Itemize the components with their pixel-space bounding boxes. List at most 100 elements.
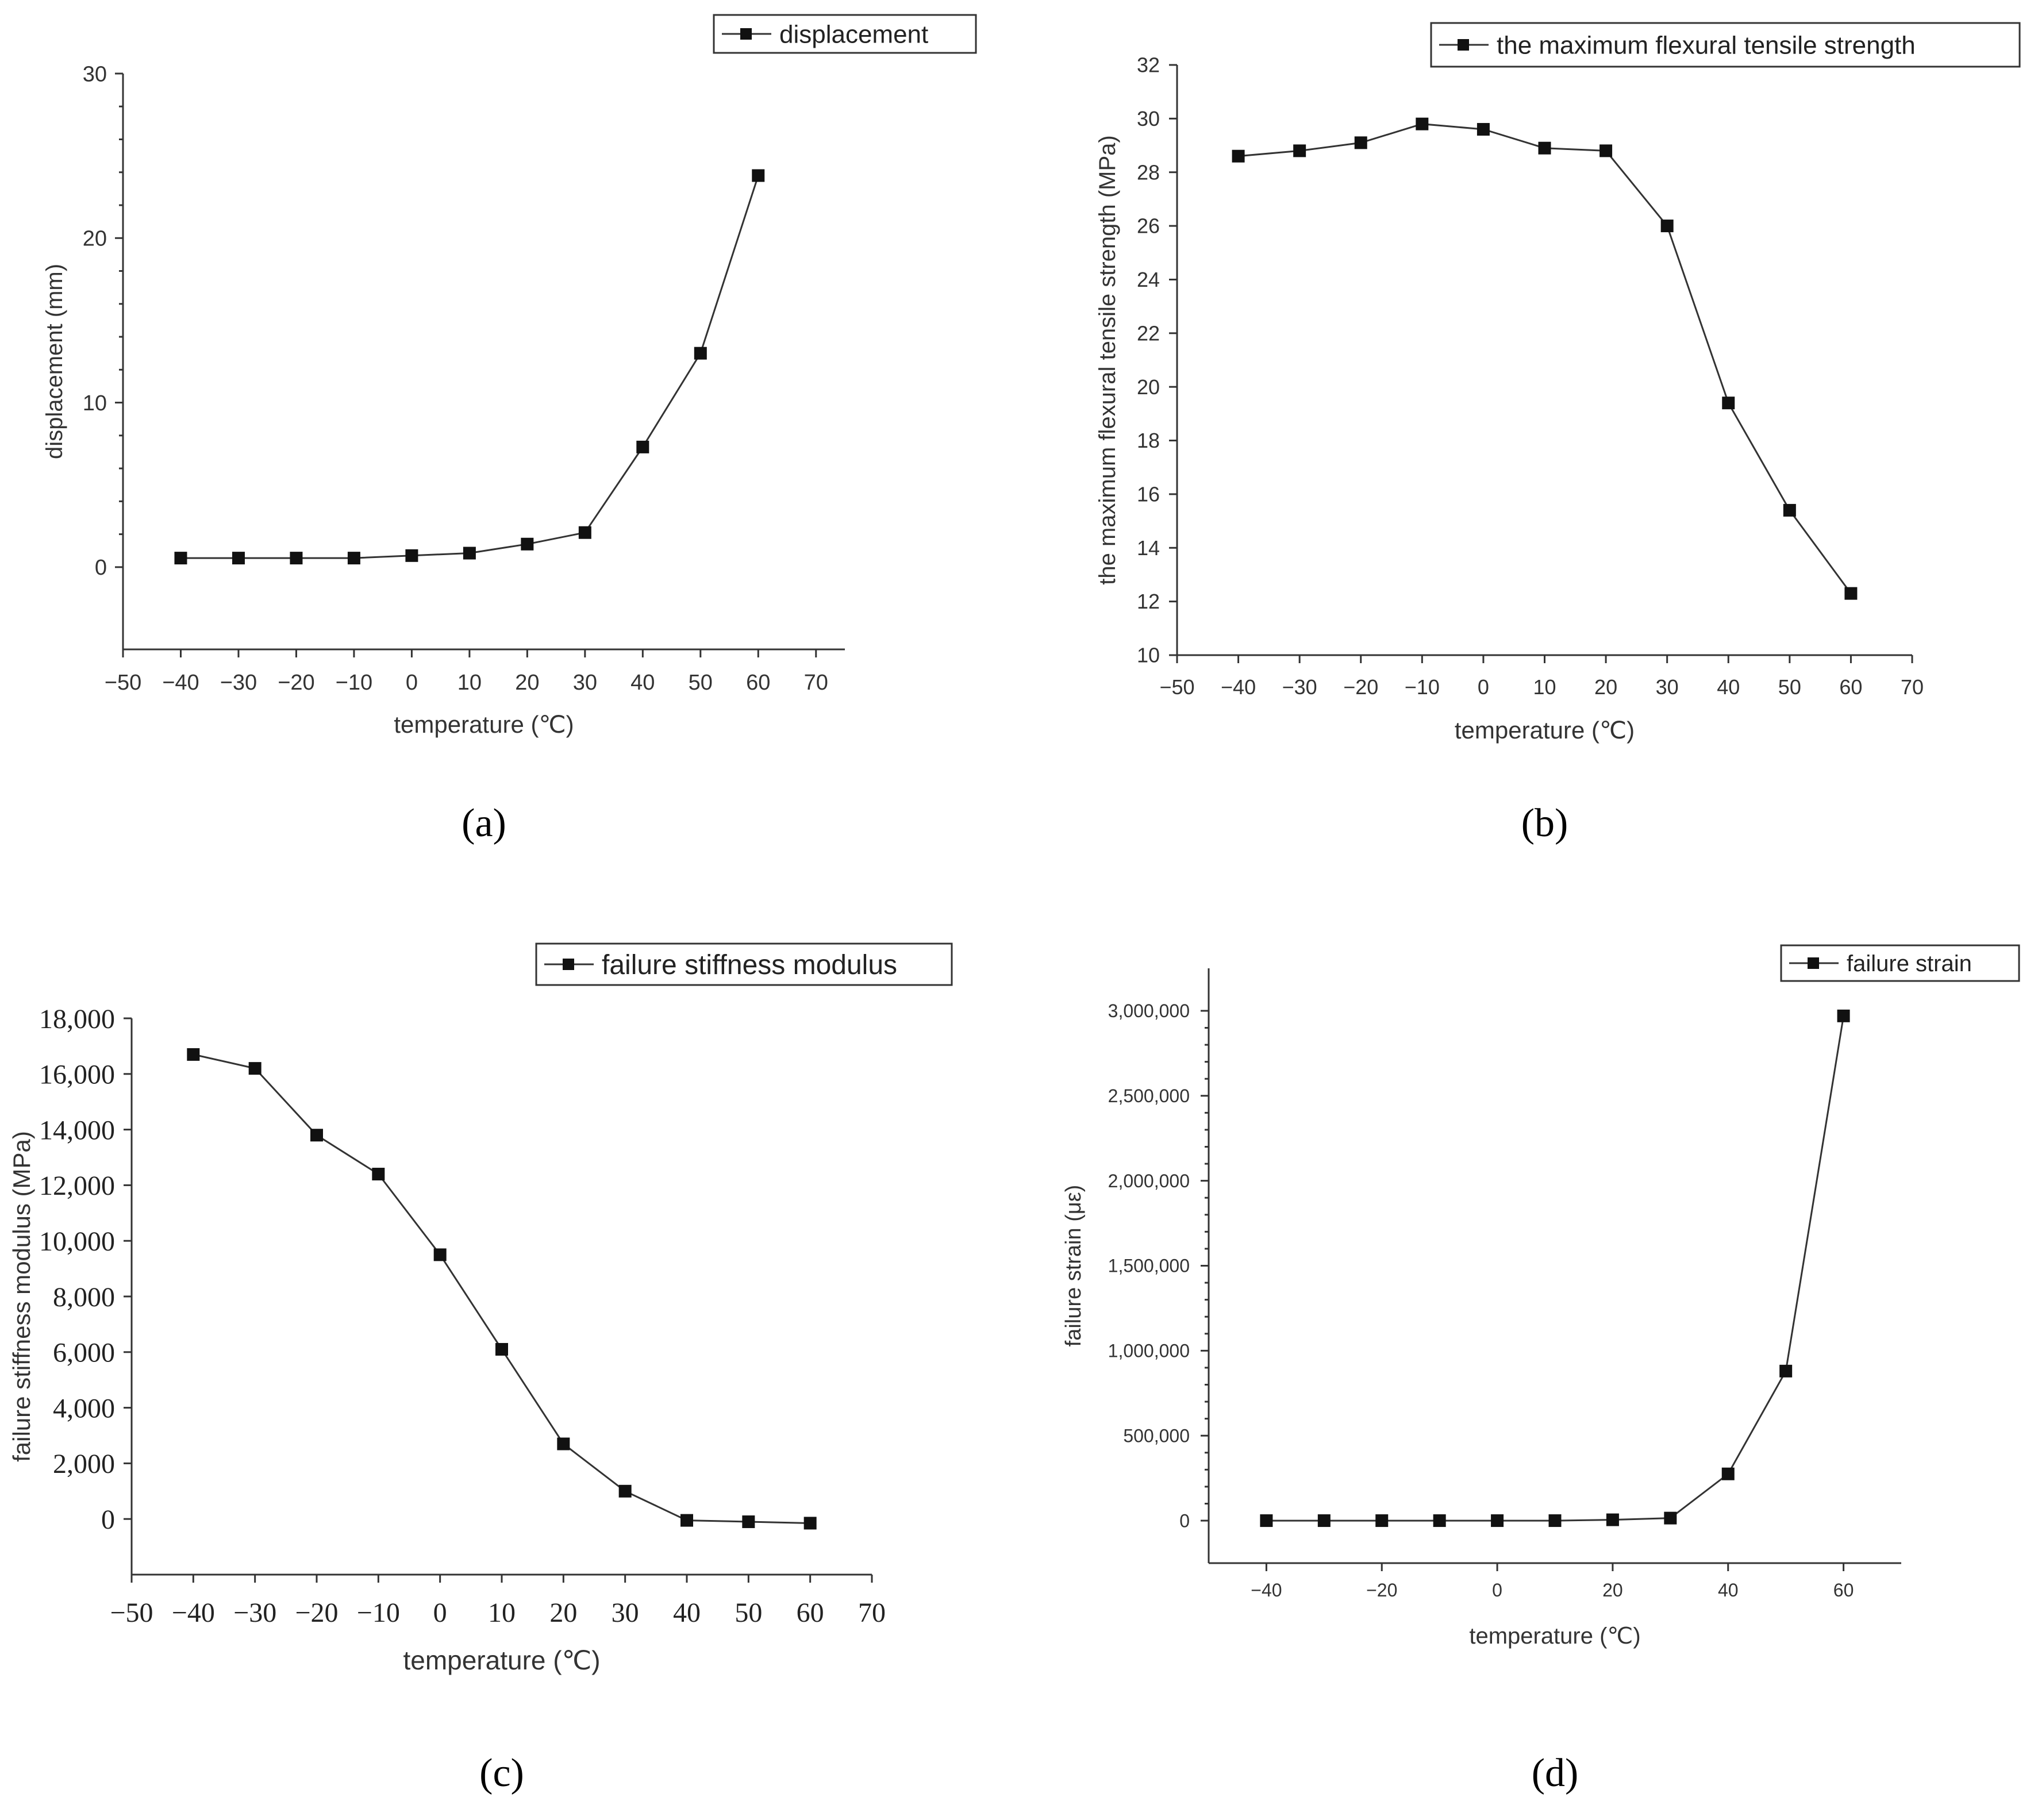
data-point <box>578 526 591 539</box>
legend-marker <box>563 959 574 970</box>
x-axis-title: temperature (℃) <box>1469 1623 1640 1649</box>
x-tick-label: 0 <box>406 671 418 695</box>
data-point <box>372 1168 385 1181</box>
data-point <box>1433 1514 1446 1527</box>
x-tick-label: −20 <box>1343 675 1378 699</box>
y-tick-label: 500,000 <box>1123 1425 1190 1446</box>
y-axis-title: failure stiffness modulus (MPa) <box>8 1131 35 1462</box>
x-tick-label: −40 <box>1251 1580 1282 1600</box>
data-point <box>187 1048 200 1061</box>
data-point <box>1779 1364 1793 1377</box>
y-tick-label: 20 <box>83 227 107 251</box>
x-tick-label: 10 <box>1533 675 1556 699</box>
data-point <box>618 1484 632 1498</box>
panel-caption: (c) <box>479 1751 524 1795</box>
y-tick-label: 20 <box>1137 375 1160 399</box>
panel-caption: (d) <box>1532 1751 1579 1795</box>
data-point <box>1477 123 1490 136</box>
x-tick-label: 20 <box>549 1598 577 1628</box>
data-point <box>557 1437 570 1450</box>
y-tick-label: 14,000 <box>39 1115 115 1145</box>
y-axis-title: failure strain (με) <box>1062 1185 1086 1347</box>
y-tick-label: 30 <box>1137 107 1160 130</box>
x-tick-label: 30 <box>612 1598 639 1628</box>
data-point <box>248 1062 262 1075</box>
data-point <box>803 1517 817 1530</box>
y-tick-label: 8,000 <box>53 1282 115 1313</box>
legend-label: displacement <box>779 20 928 48</box>
x-tick-label: −40 <box>162 671 199 695</box>
y-tick-label: 26 <box>1137 214 1160 238</box>
x-tick-label: −10 <box>1405 675 1440 699</box>
data-point <box>1375 1514 1389 1527</box>
y-tick-label: 14 <box>1137 536 1160 560</box>
data-point <box>310 1129 323 1142</box>
x-tick-label: −10 <box>357 1598 400 1628</box>
y-tick-label: 1,000,000 <box>1108 1341 1190 1361</box>
series-line <box>1266 1015 1845 1522</box>
y-tick-label: 2,000 <box>53 1449 115 1479</box>
y-tick-label: 10 <box>1137 644 1160 667</box>
data-point <box>1548 1514 1562 1527</box>
x-tick-label: −50 <box>105 671 141 695</box>
y-tick-label: 16,000 <box>39 1060 115 1090</box>
legend-box <box>535 942 953 986</box>
data-point <box>680 1514 693 1527</box>
x-tick-label: 10 <box>488 1598 516 1628</box>
y-tick-label: 32 <box>1137 53 1160 77</box>
data-point <box>742 1515 755 1529</box>
y-tick-label: 10,000 <box>39 1226 115 1257</box>
y-tick-label: 6,000 <box>53 1338 115 1368</box>
x-axis-title: temperature (℃) <box>1455 717 1635 744</box>
x-tick-label: 70 <box>804 671 828 695</box>
data-point <box>1260 1514 1273 1527</box>
x-axis-title: temperature (℃) <box>394 711 574 738</box>
x-axis-title: temperature (℃) <box>403 1645 600 1675</box>
x-tick-label: 70 <box>1901 675 1924 699</box>
x-tick-label: −10 <box>336 671 372 695</box>
y-axis-title: displacement (mm) <box>42 264 67 459</box>
data-point <box>1837 1009 1850 1022</box>
data-point <box>1354 136 1367 149</box>
x-tick-label: 30 <box>1656 675 1679 699</box>
data-point <box>1599 144 1613 157</box>
x-tick-label: −30 <box>233 1598 276 1628</box>
x-tick-label: 60 <box>1833 1580 1854 1600</box>
legend-box <box>1430 22 2021 68</box>
y-tick-label: 2,500,000 <box>1108 1086 1190 1106</box>
data-point <box>694 347 707 360</box>
data-point <box>174 552 187 565</box>
legend-marker <box>1808 957 1819 969</box>
y-tick-label: 0 <box>95 556 107 580</box>
data-point <box>1721 1467 1735 1480</box>
y-tick-label: 28 <box>1137 160 1160 184</box>
y-tick-label: 1,500,000 <box>1108 1256 1190 1276</box>
y-axis-title: the maximum flexural tensile strength (M… <box>1095 135 1120 585</box>
x-tick-label: −40 <box>172 1598 215 1628</box>
data-point <box>521 537 534 551</box>
data-point <box>1783 503 1796 517</box>
x-tick-label: 40 <box>673 1598 701 1628</box>
data-point <box>232 552 245 565</box>
data-point <box>347 552 360 565</box>
y-tick-label: 2,000,000 <box>1108 1171 1190 1191</box>
data-point <box>752 169 765 182</box>
data-point <box>495 1342 508 1356</box>
x-tick-label: 60 <box>1839 675 1862 699</box>
series-line <box>193 1053 810 1524</box>
panel-c-stiffness-modulus: −50 −40 −30 −20 −10 0 10 20 30 40 50 60 70 0 2,000 4,00… <box>8 942 953 1795</box>
y-tick-label: 24 <box>1137 268 1160 291</box>
data-point <box>1491 1514 1504 1527</box>
x-tick-label: −20 <box>295 1598 338 1628</box>
legend-marker <box>1458 39 1469 51</box>
x-tick-label: 10 <box>457 671 482 695</box>
legend-marker <box>740 28 752 40</box>
x-tick-label: 40 <box>1717 675 1740 699</box>
data-point <box>1232 149 1245 163</box>
x-tick-label: 40 <box>1718 1580 1739 1600</box>
data-point <box>463 547 476 560</box>
x-tick-label: 60 <box>797 1598 824 1628</box>
data-point <box>290 552 303 565</box>
y-tick-label: 30 <box>83 62 107 86</box>
data-point <box>1538 141 1551 155</box>
